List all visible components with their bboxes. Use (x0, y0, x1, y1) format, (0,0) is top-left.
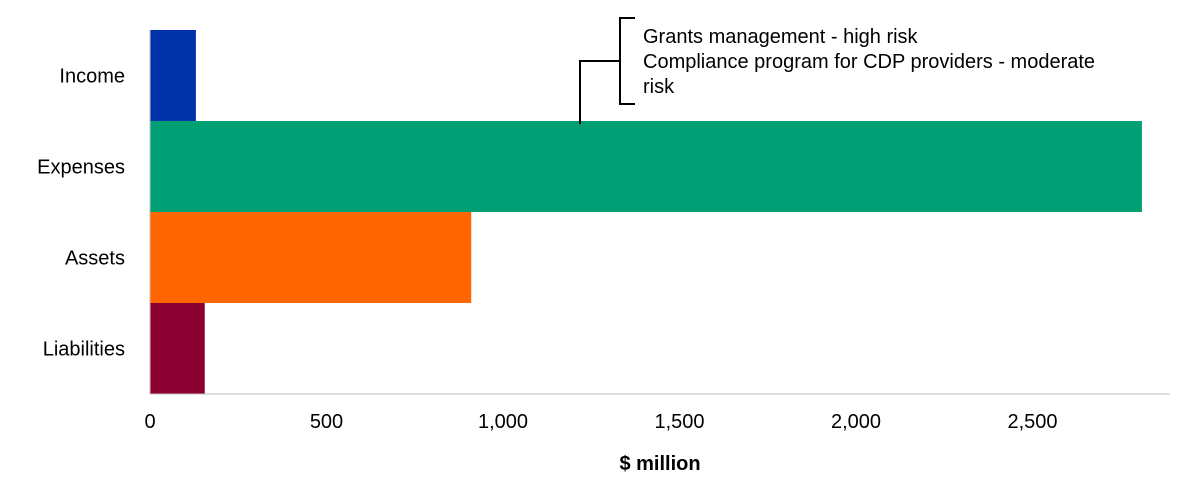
x-tick-label: 1,500 (654, 411, 704, 433)
category-label-liabilities: Liabilities (43, 339, 125, 361)
category-label-assets: Assets (65, 248, 125, 270)
bars (150, 30, 1142, 394)
annotation-line: Grants management - high risk (643, 26, 919, 48)
x-tick-label: 500 (310, 411, 343, 433)
x-tick-label: 1,000 (478, 411, 528, 433)
category-labels: Income Expenses Assets Liabilities (37, 66, 125, 361)
annotation: Grants management - high risk Compliance … (579, 17, 1095, 124)
x-tick-label: 2,500 (1007, 411, 1057, 433)
x-tick-label: 2,000 (831, 411, 881, 433)
annotation-bracket (579, 17, 635, 124)
x-axis-title: $ million (619, 453, 700, 475)
x-tick-labels: 0 500 1,000 1,500 2,000 2,500 (144, 411, 1057, 433)
category-label-income: Income (59, 66, 125, 88)
annotation-line: Compliance program for CDP providers - m… (643, 51, 1095, 73)
bar-assets (150, 212, 472, 303)
bar-income (150, 30, 196, 121)
annotation-line: risk (643, 76, 675, 98)
bar-expenses (150, 121, 1142, 212)
category-label-expenses: Expenses (37, 157, 125, 179)
x-tick-label: 0 (144, 411, 155, 433)
bar-liabilities (150, 303, 205, 394)
annotation-text: Grants management - high risk Compliance … (643, 26, 1095, 98)
